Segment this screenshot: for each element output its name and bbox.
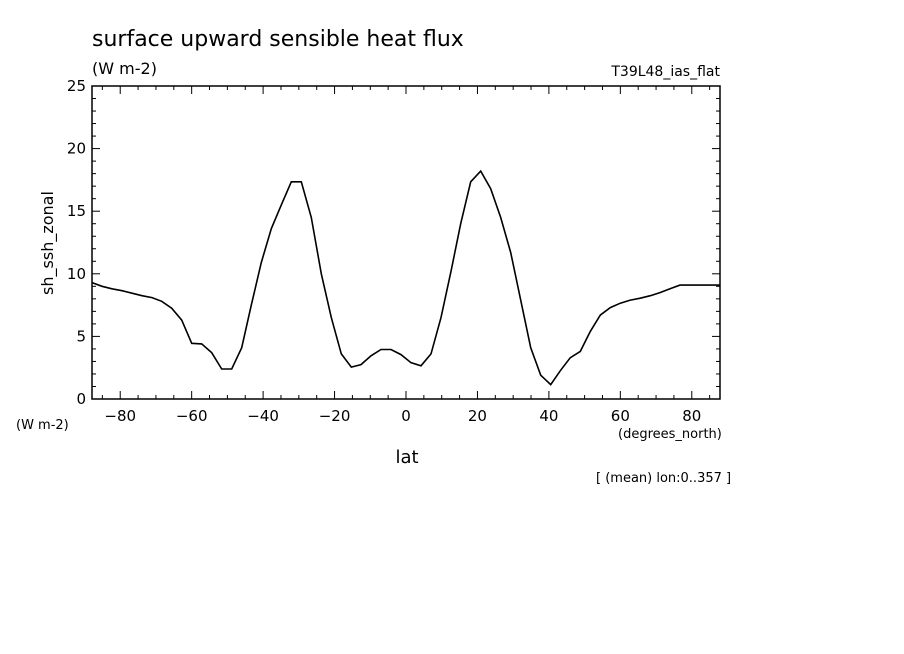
x-tick-label: −20: [319, 407, 351, 425]
x-tick-label: −80: [104, 407, 136, 425]
y-tick-label: 20: [67, 140, 86, 158]
experiment-label: T39L48_ias_flat: [610, 64, 720, 80]
x-tick-labels: −80 −60 −40 −20 0 20 40 60 80: [104, 407, 701, 425]
x-tick-label: 0: [401, 407, 411, 425]
y-tick-label: 0: [76, 390, 86, 408]
x-axis-units: (degrees_north): [618, 427, 722, 442]
x-tick-label: 60: [611, 407, 630, 425]
x-tick-label: 40: [539, 407, 558, 425]
y-tick-label: 5: [76, 327, 86, 345]
x-tick-label: 80: [682, 407, 701, 425]
footnote: [ (mean) lon:0..357 ]: [596, 471, 731, 486]
plot-frame: [91, 85, 721, 400]
y-tick-labels: 0 5 10 15 20 25: [67, 77, 86, 408]
y-tick-label: 15: [67, 202, 86, 220]
chart-title: surface upward sensible heat flux: [92, 27, 464, 52]
y-tick-label: 10: [67, 265, 86, 283]
x-tick-label: −60: [176, 407, 208, 425]
y-axis-units: (W m-2): [16, 418, 69, 433]
x-tick-label: −40: [247, 407, 279, 425]
y-axis-label: sh_ssh_zonal: [38, 191, 58, 295]
x-axis-ticks: [101, 86, 711, 399]
series-line: [91, 169, 720, 386]
x-axis-label: lat: [395, 447, 418, 468]
x-tick-label: 20: [468, 407, 487, 425]
chart-units: (W m-2): [92, 59, 157, 78]
y-axis-ticks: [92, 85, 720, 400]
y-tick-label: 25: [67, 77, 86, 95]
